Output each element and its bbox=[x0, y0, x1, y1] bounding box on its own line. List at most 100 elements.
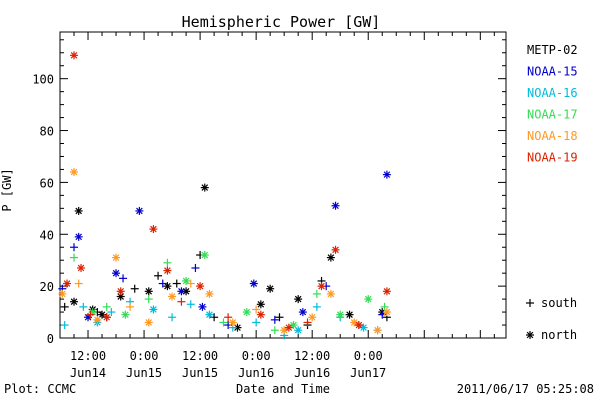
x-tick-label: 0:00 bbox=[354, 349, 383, 363]
legend-item: NOAA-17 bbox=[527, 108, 578, 122]
north-point bbox=[77, 263, 86, 272]
north-point bbox=[336, 310, 345, 319]
x-tick-label: 0:00 bbox=[130, 349, 159, 363]
north-point bbox=[112, 253, 121, 262]
north-point bbox=[242, 308, 251, 317]
north-point bbox=[70, 51, 79, 60]
south-point bbox=[186, 300, 195, 309]
north-point bbox=[233, 323, 242, 332]
north-point bbox=[102, 313, 111, 322]
south-point bbox=[186, 279, 195, 288]
north-point bbox=[326, 289, 335, 298]
north-point bbox=[326, 253, 335, 262]
south-point bbox=[70, 243, 79, 252]
x-tick-sublabel: Jun15 bbox=[182, 366, 218, 380]
south-point bbox=[154, 271, 163, 280]
x-tick-label: 0:00 bbox=[242, 349, 271, 363]
north-point bbox=[182, 276, 191, 285]
north-point bbox=[198, 302, 207, 311]
legend-item: NOAA-19 bbox=[527, 151, 578, 165]
south-point bbox=[191, 263, 200, 272]
south-point bbox=[60, 302, 69, 311]
south-point bbox=[60, 321, 69, 330]
north-point bbox=[93, 315, 102, 324]
plot-frame bbox=[59, 31, 507, 339]
south-point bbox=[158, 279, 167, 288]
south-point bbox=[126, 302, 135, 311]
north-point bbox=[74, 232, 83, 241]
south-point bbox=[130, 284, 139, 293]
north-point bbox=[382, 308, 391, 317]
south-point bbox=[275, 313, 284, 322]
y-axis-label: P [GW] bbox=[0, 168, 14, 211]
north-point bbox=[144, 287, 153, 296]
north-point bbox=[149, 305, 158, 314]
legend-item: NOAA-16 bbox=[527, 86, 578, 100]
x-tick-sublabel: Jun15 bbox=[126, 366, 162, 380]
north-point bbox=[382, 287, 391, 296]
north-point bbox=[317, 282, 326, 291]
south-point bbox=[74, 279, 83, 288]
x-tick-sublabel: Jun16 bbox=[294, 366, 330, 380]
north-point bbox=[135, 206, 144, 215]
south-point bbox=[270, 315, 279, 324]
south-point bbox=[219, 318, 228, 327]
south-point bbox=[79, 302, 88, 311]
north-point bbox=[74, 206, 83, 215]
x-tick-sublabel: Jun17 bbox=[350, 366, 386, 380]
marker-legend: south north bbox=[526, 296, 577, 342]
south-point bbox=[119, 274, 128, 283]
legend-item: NOAA-18 bbox=[527, 129, 578, 143]
north-point bbox=[70, 168, 79, 177]
north-point bbox=[144, 318, 153, 327]
north-point bbox=[256, 300, 265, 309]
south-point bbox=[102, 302, 111, 311]
north-point bbox=[70, 297, 79, 306]
south-point bbox=[270, 326, 279, 335]
x-tick-label: 12:00 bbox=[182, 349, 218, 363]
north-point bbox=[116, 292, 125, 301]
south-point bbox=[70, 253, 79, 262]
north-point bbox=[373, 326, 382, 335]
north-point bbox=[354, 321, 363, 330]
south-point bbox=[312, 302, 321, 311]
north-point bbox=[284, 323, 293, 332]
north-point bbox=[116, 287, 125, 296]
y-tick-label: 60 bbox=[40, 176, 54, 190]
legend-item: NOAA-15 bbox=[527, 65, 578, 79]
legend-item: METP-02 bbox=[527, 43, 578, 57]
north-point bbox=[345, 310, 354, 319]
y-tick-label: 40 bbox=[40, 228, 54, 242]
footer-timestamp: 2011/06/17 05:25:08 bbox=[457, 382, 594, 396]
north-point bbox=[205, 310, 214, 319]
x-tick-sublabel: Jun16 bbox=[238, 366, 274, 380]
south-point bbox=[177, 297, 186, 306]
north-point bbox=[163, 282, 172, 291]
south-point bbox=[107, 308, 116, 317]
north-point bbox=[294, 295, 303, 304]
north-point bbox=[331, 245, 340, 254]
south-point bbox=[144, 295, 153, 304]
south-point bbox=[526, 299, 534, 307]
y-tick-label: 0 bbox=[47, 332, 54, 346]
y-axis: 0 20 40 60 80 100 bbox=[32, 39, 506, 346]
south-point bbox=[168, 313, 177, 322]
north-point bbox=[163, 266, 172, 275]
north-point bbox=[331, 201, 340, 210]
marker-legend-label: north bbox=[541, 328, 577, 342]
north-point bbox=[249, 279, 258, 288]
south-point bbox=[86, 310, 95, 319]
south-point bbox=[312, 289, 321, 298]
south-point bbox=[224, 313, 233, 322]
y-tick-label: 100 bbox=[32, 73, 54, 87]
x-axis-label: Date and Time bbox=[236, 382, 330, 396]
south-point bbox=[163, 258, 172, 267]
north-point bbox=[58, 289, 67, 298]
north-point bbox=[228, 318, 237, 327]
north-point bbox=[177, 287, 186, 296]
north-point bbox=[200, 251, 209, 260]
north-point bbox=[205, 289, 214, 298]
data-points bbox=[58, 51, 391, 340]
series-legend: METP-02 NOAA-15 NOAA-16 NOAA-17 NOAA-18 NOAA-… bbox=[527, 43, 578, 165]
